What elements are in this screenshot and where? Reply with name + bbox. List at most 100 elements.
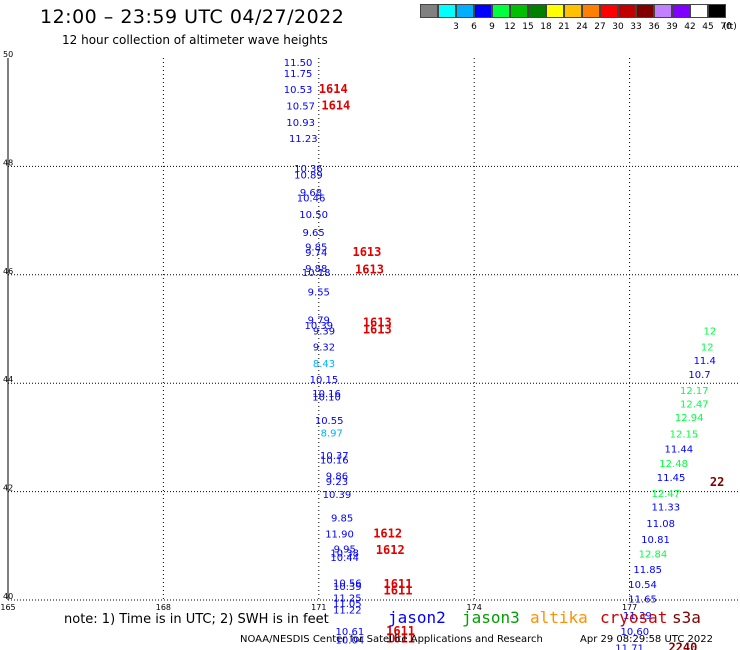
data-point-label: 12.47 [652,489,681,500]
data-point-label: 10.81 [641,535,670,546]
data-point-label: 10.16 [320,455,349,466]
data-point-label: 10.39 [304,321,333,332]
legend-label: 45 [702,22,714,32]
data-point-label: 9.55 [308,287,330,298]
data-point-label: 12.15 [670,429,699,440]
legend-swatch [618,4,636,18]
data-point-label: 12 [701,343,714,354]
data-point-label: 10.61 [336,627,365,638]
data-point-label: 9.88 [305,264,327,275]
data-point-label: 10.39 [333,582,362,593]
time-label: 1614 [321,98,350,112]
data-point-label: 11.45 [657,473,686,484]
data-point-label: 9.32 [313,343,335,354]
data-point-label: 11.05 [333,599,362,610]
legend-swatch [438,4,456,18]
data-point-label: 12.48 [659,459,688,470]
data-point-label: 10.89 [294,170,323,181]
satellite-label-altika: altika [530,608,588,627]
legend-swatch [456,4,474,18]
data-point-label: 11.50 [284,58,313,69]
data-point-label: 10.55 [315,416,344,427]
data-point-label: 8.43 [313,359,335,370]
data-point-label: 10.57 [286,101,315,112]
data-point-label: 8.97 [321,428,343,439]
data-point-label: 11.71 [615,643,644,650]
data-point-label: 9.85 [331,513,353,524]
data-point-label: 11.44 [664,445,693,456]
data-point-label: 11.75 [284,69,313,80]
data-point-label: 9.95 [334,544,356,555]
y-tick-label: 46 [3,267,13,276]
legend-label: 9 [489,22,495,32]
legend-unit: (ft) [723,22,737,32]
legend-swatch [690,4,708,18]
legend-label: 21 [558,22,570,32]
legend-label: 70 [720,22,732,32]
chart-subtitle: 12 hour collection of altimeter wave hei… [62,33,328,47]
data-point-label: 9.65 [302,228,324,239]
data-point-label: 11.22 [333,606,362,617]
y-tick-label: 40 [3,592,13,601]
legend-label: 15 [522,22,534,32]
data-point-label: 10.04 [336,635,365,646]
data-point-label: 12 [704,326,717,337]
x-tick-label: 171 [311,603,326,612]
legend-swatch [474,4,492,18]
data-point-label: 9.68 [300,188,322,199]
x-tick-label: 177 [622,603,637,612]
legend-label: 30 [612,22,624,32]
data-point-label: 12.84 [639,550,668,561]
data-point-label: 9.79 [308,316,330,327]
data-point-label: 10.46 [297,194,326,205]
legend-swatch [654,4,672,18]
time-label: 1612 [376,543,405,557]
legend-swatch [510,4,528,18]
time-label: 1611 [384,577,413,591]
footer-note: note: 1) Time is in UTC; 2) SWH is in fe… [64,612,329,627]
data-point-label: 9.23 [326,477,348,488]
data-point-label: 10.56 [333,578,362,589]
x-tick-label: 168 [156,603,171,612]
time-label: 1613 [363,322,392,336]
data-point-label: 11.4 [694,356,716,367]
data-point-label: 11.08 [646,519,675,530]
data-point-label: 11.23 [289,134,318,145]
data-point-label: 10.93 [286,118,315,129]
time-label: 1614 [319,82,348,96]
data-point-label: 10.10 [312,393,341,404]
legend-label: 18 [540,22,552,32]
legend-swatch [564,4,582,18]
credit-text: NOAA/NESDIS Center for Satellite Applica… [240,634,543,645]
data-point-label: 11.65 [628,595,657,606]
legend-label: 39 [666,22,678,32]
data-point-label: 11.25 [333,594,362,605]
chart-title: 12:00 – 23:59 UTC 04/27/2022 [40,6,345,28]
y-tick-label: 42 [3,484,13,493]
legend-label: 6 [471,22,477,32]
satellite-label-cryosat: cryosat [600,608,668,627]
data-point-label: 10.44 [330,553,359,564]
y-tick-label: 50 [3,50,13,59]
satellite-label-jason3: jason3 [462,608,520,627]
legend-swatch [708,4,726,18]
legend-swatch [420,4,438,18]
data-point-label: 10.37 [320,451,349,462]
data-point-label: 10.60 [620,627,649,638]
data-point-label: 10.38 [330,549,359,560]
data-point-label: 11.33 [652,503,681,514]
data-point-label: 10.15 [310,375,339,386]
data-point-label: 9.39 [313,326,335,337]
legend-label: 24 [576,22,588,32]
data-point-label: 12.17 [680,386,709,397]
time-label: 2240 [668,640,697,650]
legend-swatch [492,4,510,18]
data-point-label: 10.36 [294,164,323,175]
y-tick-label: 48 [3,158,13,167]
time-label: 1611 [386,624,415,638]
legend-swatch [636,4,654,18]
legend-swatch [528,4,546,18]
data-point-label: 10.54 [628,580,657,591]
data-point-label: 10.39 [323,490,352,501]
